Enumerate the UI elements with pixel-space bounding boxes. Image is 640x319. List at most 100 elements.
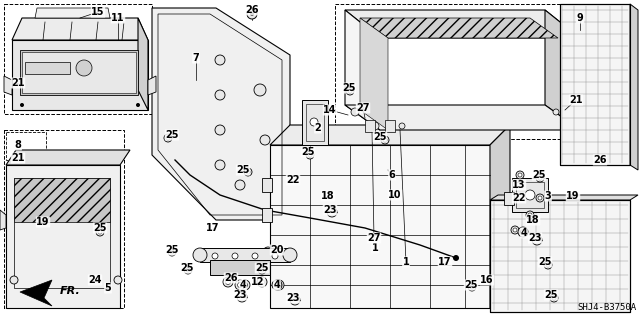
Bar [490, 200, 630, 312]
Text: 6: 6 [388, 170, 396, 180]
Text: 14: 14 [323, 105, 337, 115]
Text: 3: 3 [545, 191, 552, 201]
Polygon shape [148, 76, 156, 95]
Text: FR.: FR. [60, 286, 81, 296]
Polygon shape [138, 18, 148, 110]
Circle shape [263, 247, 273, 257]
Polygon shape [490, 195, 638, 200]
Circle shape [257, 277, 267, 287]
Circle shape [246, 170, 250, 174]
Text: 10: 10 [388, 190, 402, 200]
Circle shape [136, 103, 140, 107]
Circle shape [259, 279, 264, 285]
Bar [20, 50, 138, 95]
Text: 25: 25 [165, 245, 179, 255]
Circle shape [516, 171, 524, 179]
Text: 7: 7 [193, 53, 200, 63]
Text: 19: 19 [36, 217, 50, 227]
Polygon shape [504, 192, 514, 205]
Circle shape [550, 294, 558, 302]
Circle shape [274, 280, 284, 290]
Circle shape [518, 173, 522, 177]
Circle shape [235, 280, 245, 290]
Polygon shape [345, 10, 580, 38]
Text: 26: 26 [224, 273, 237, 283]
Circle shape [553, 109, 559, 115]
Text: 23: 23 [286, 293, 300, 303]
Circle shape [552, 296, 556, 300]
Text: 13: 13 [512, 180, 525, 190]
Circle shape [225, 279, 230, 285]
Circle shape [114, 276, 122, 284]
Circle shape [260, 135, 270, 145]
Text: 1: 1 [403, 257, 410, 267]
Circle shape [348, 89, 352, 93]
Circle shape [76, 60, 92, 76]
Polygon shape [270, 125, 510, 145]
Text: 15: 15 [92, 7, 105, 17]
Text: 4: 4 [274, 280, 280, 290]
Polygon shape [545, 10, 580, 130]
Text: 21: 21 [12, 78, 25, 88]
Bar [4, 4, 152, 114]
Circle shape [247, 9, 257, 19]
Text: SHJ4-B3750A: SHJ4-B3750A [577, 303, 636, 312]
Polygon shape [210, 260, 270, 275]
Circle shape [215, 160, 225, 170]
Circle shape [511, 226, 519, 234]
Text: 25: 25 [544, 290, 557, 300]
Polygon shape [630, 4, 638, 170]
Text: 5: 5 [104, 283, 111, 293]
Circle shape [260, 268, 264, 272]
Polygon shape [385, 120, 395, 132]
Circle shape [272, 253, 278, 259]
Polygon shape [365, 120, 375, 132]
Circle shape [538, 196, 542, 200]
Polygon shape [345, 105, 580, 130]
Text: 22: 22 [512, 193, 525, 203]
Text: 23: 23 [528, 233, 541, 243]
Circle shape [546, 263, 550, 267]
Polygon shape [360, 18, 558, 38]
Text: 25: 25 [236, 165, 250, 175]
Circle shape [383, 138, 387, 142]
Text: 26: 26 [245, 5, 259, 15]
Circle shape [399, 123, 405, 129]
Text: 25: 25 [165, 130, 179, 140]
Circle shape [240, 280, 250, 290]
Polygon shape [152, 8, 290, 220]
Circle shape [193, 248, 207, 262]
Circle shape [468, 283, 476, 291]
Circle shape [290, 295, 300, 305]
Circle shape [235, 180, 245, 190]
Circle shape [212, 253, 218, 259]
Text: 22: 22 [286, 175, 300, 185]
Circle shape [96, 228, 104, 236]
Text: 1: 1 [372, 243, 378, 253]
Polygon shape [35, 8, 110, 18]
Circle shape [223, 277, 233, 287]
Polygon shape [0, 210, 6, 230]
Circle shape [351, 108, 359, 116]
Text: 16: 16 [480, 275, 493, 285]
Polygon shape [12, 40, 148, 110]
Circle shape [164, 134, 172, 142]
Polygon shape [20, 280, 52, 306]
Circle shape [276, 283, 282, 287]
Text: 25: 25 [93, 223, 107, 233]
Text: 25: 25 [255, 263, 269, 273]
Bar [22, 52, 136, 93]
Polygon shape [345, 10, 380, 130]
Polygon shape [6, 150, 130, 165]
Text: 27: 27 [356, 103, 370, 113]
Text: 25: 25 [373, 132, 387, 142]
Circle shape [215, 125, 225, 135]
Text: 9: 9 [577, 13, 584, 23]
Bar [4, 130, 124, 308]
Circle shape [453, 255, 459, 261]
Circle shape [166, 136, 170, 140]
Polygon shape [270, 145, 490, 308]
Bar [14, 178, 110, 288]
Circle shape [528, 213, 532, 217]
Polygon shape [200, 248, 290, 262]
